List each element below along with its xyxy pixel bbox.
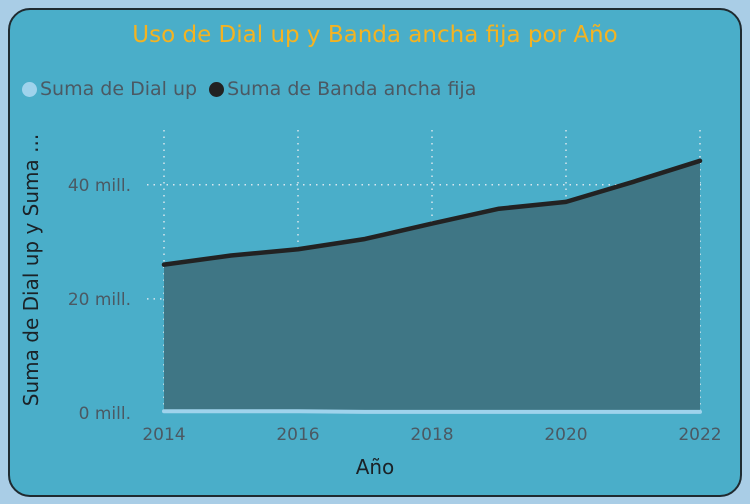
y-tick-label: 0 mill. [79,404,131,424]
y-tick-label: 20 mill. [68,290,131,310]
area-banda-ancha [164,160,700,413]
line-banda-ancha [161,158,703,267]
x-tick-label: 2014 [142,425,185,445]
x-axis-title: Año [355,455,395,479]
x-tick-label: 2016 [276,425,319,445]
legend-marker-banda-ancha [209,81,225,97]
y-axis-title-text: Suma de Dial up y Suma ... [19,133,43,407]
legend: Suma de Dial up Suma de Banda ancha fija [22,77,488,101]
legend-item-dial-up[interactable]: Suma de Dial up [22,78,197,100]
chart-title: Uso de Dial up y Banda ancha fija por Añ… [132,22,618,48]
x-tick-label: 2018 [410,425,453,445]
legend-label-dial-up: Suma de Dial up [40,78,198,100]
legend-label-banda-ancha: Suma de Banda ancha fija [227,78,477,100]
legend-marker-dial-up [22,81,37,97]
y-tick-label: 40 mill. [68,176,131,196]
legend-item-banda-ancha[interactable]: Suma de Banda ancha fija [209,78,476,100]
x-tick-label: 2020 [544,425,587,445]
line-dial-up [162,409,702,414]
x-tick-label: 2022 [678,425,721,445]
